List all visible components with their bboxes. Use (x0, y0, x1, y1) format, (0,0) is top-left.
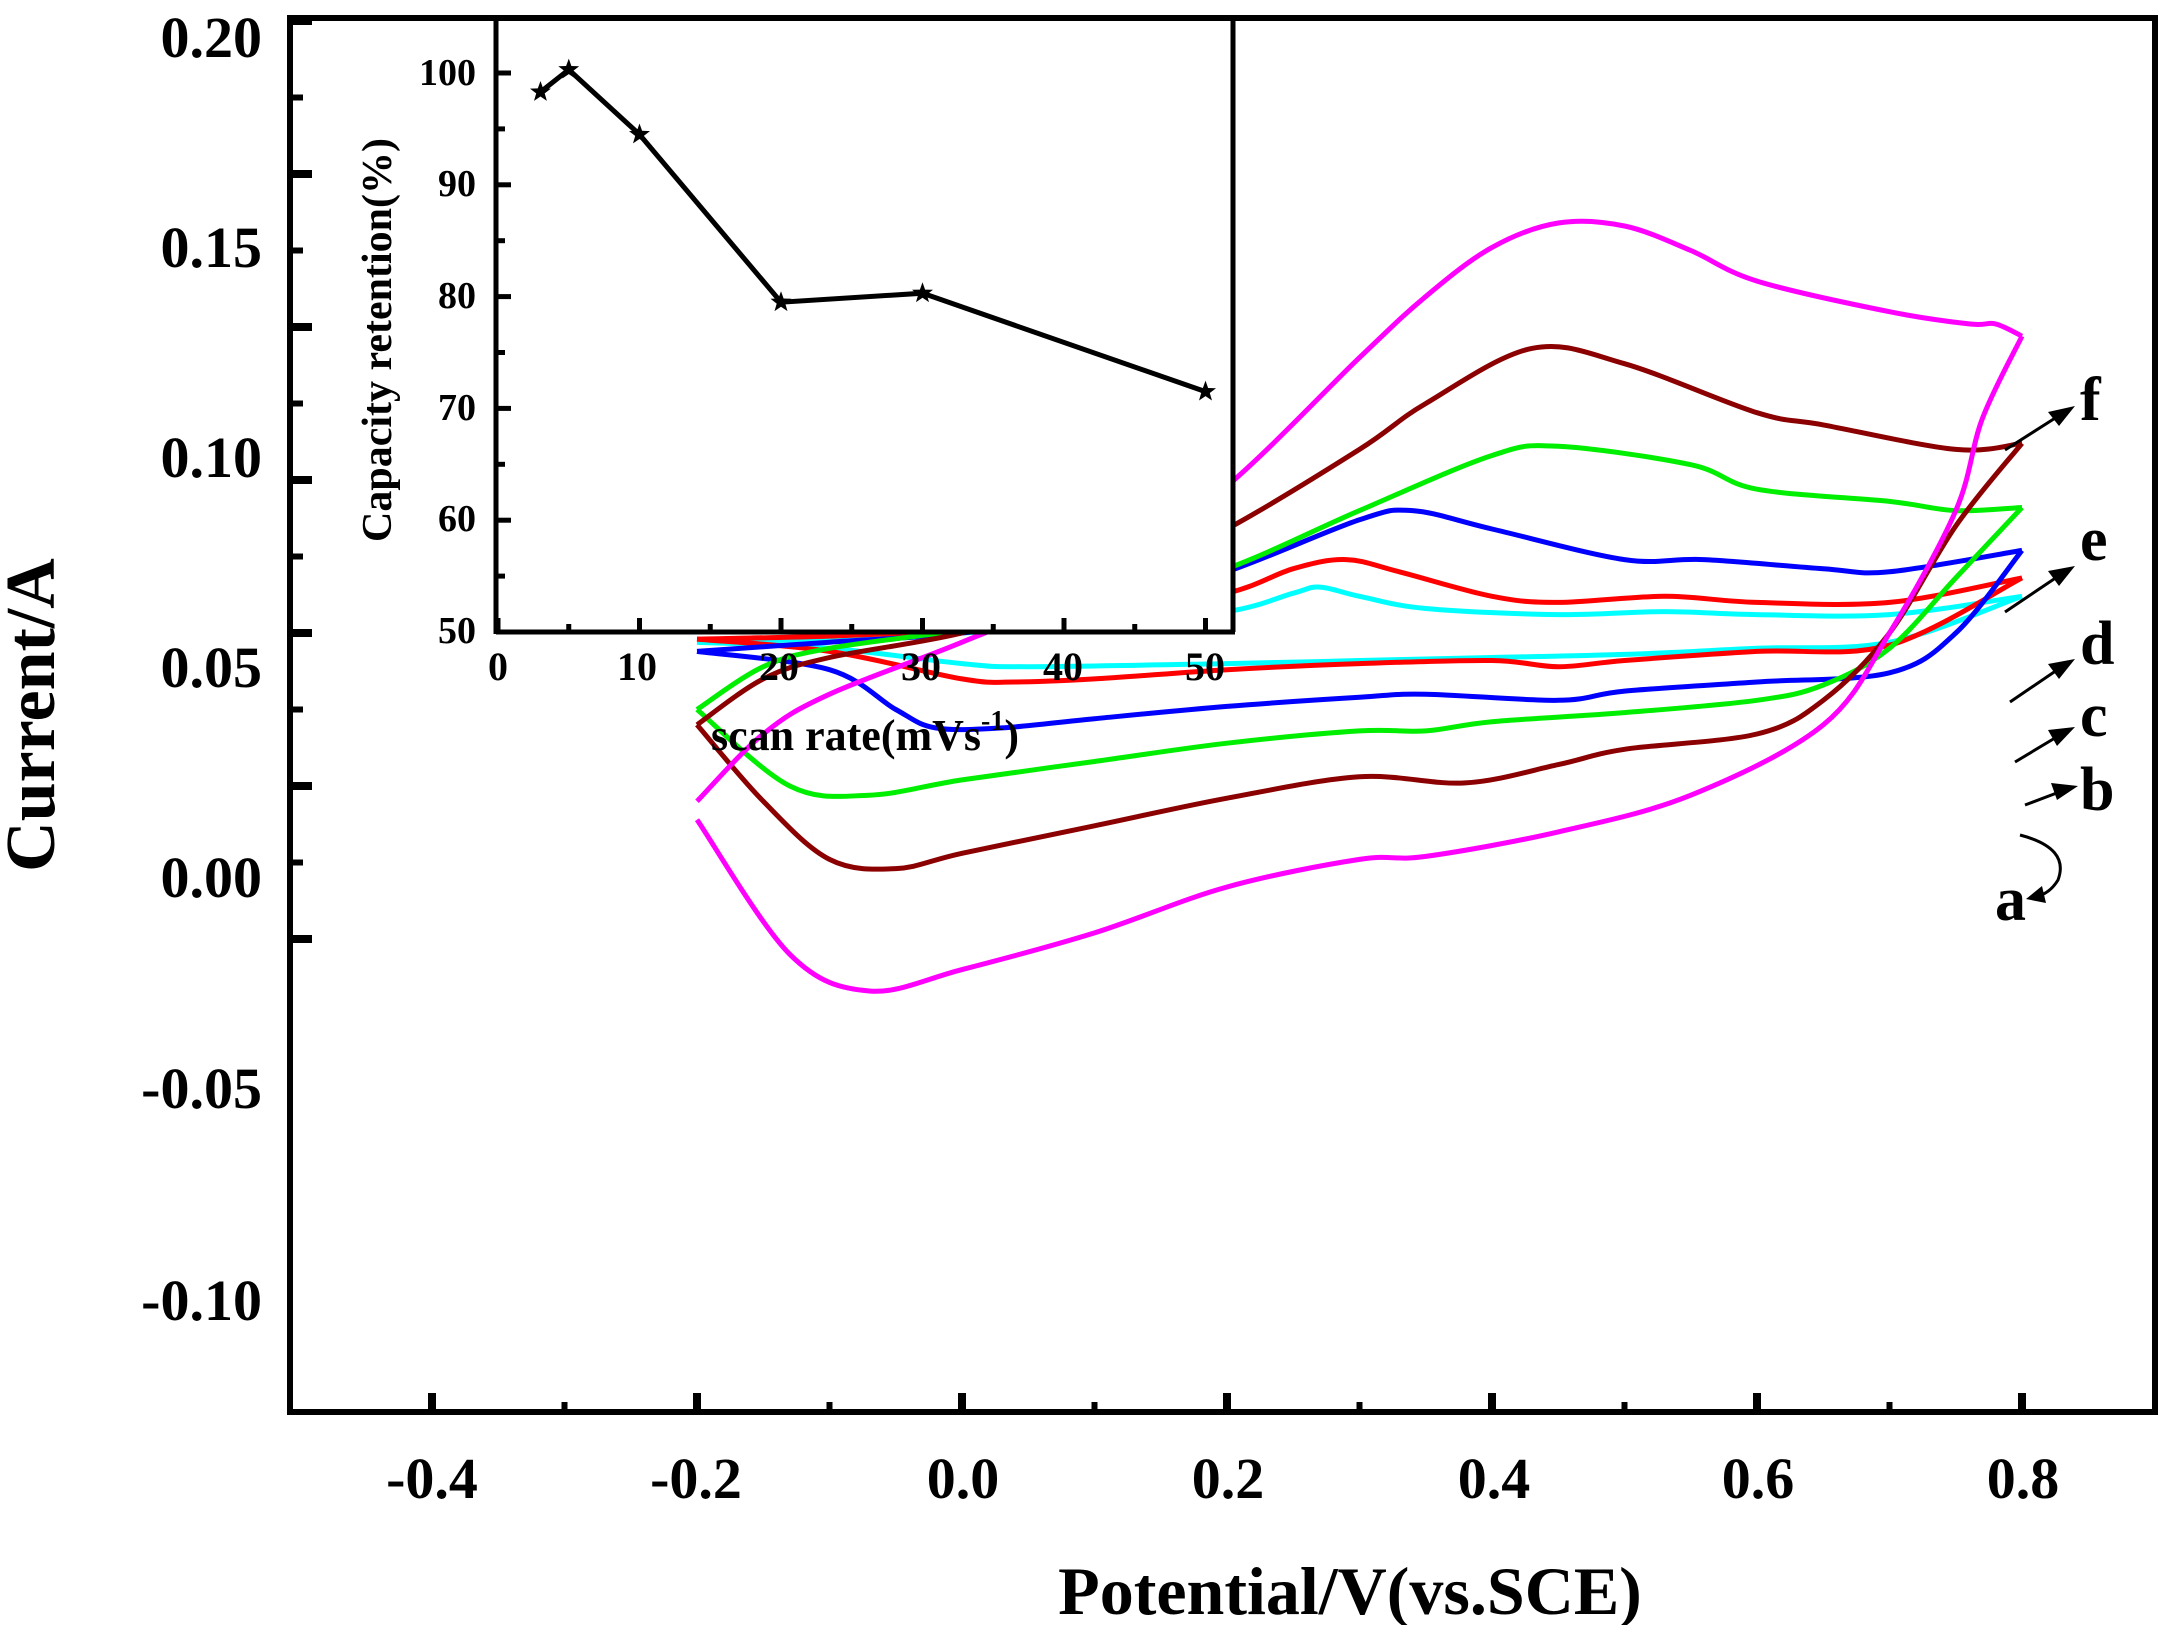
main-x-tick-labels: -0.4 -0.2 0.0 0.2 0.4 0.6 0.8 (386, 1446, 2059, 1511)
inset-y-tick-label: 50 (438, 610, 476, 652)
inset-x-tick-label: 10 (617, 644, 657, 689)
inset-star-marker (770, 291, 792, 312)
main-x-tick-label: 0.4 (1458, 1446, 1531, 1511)
inset-y-tick-label: 60 (438, 498, 476, 540)
inset-background (496, 22, 1232, 632)
main-y-tick-label: 0.10 (161, 425, 263, 490)
inset-x-tick-label: 20 (759, 644, 799, 689)
inset-star-marker (912, 282, 933, 303)
curve-label-f: f (2080, 366, 2102, 434)
inset-data (530, 58, 1216, 401)
inset-x-axis-title-end: ) (1004, 711, 1019, 760)
inset-y-ticks (496, 70, 511, 635)
main-x-tick-label: -0.2 (650, 1446, 742, 1511)
inset-x-tick-label: 50 (1185, 644, 1225, 689)
curve-label-b: b (2080, 756, 2114, 824)
main-x-tick-label: 0.2 (1192, 1446, 1265, 1511)
main-y-tick-label: -0.10 (141, 1268, 262, 1333)
curve-label-e: e (2080, 506, 2108, 574)
cv-curve-a-cathodic (696, 593, 2023, 670)
main-plot-frame (287, 15, 2158, 1415)
arrow-d (2009, 666, 2061, 704)
inset-x-tick-label: 40 (1043, 644, 1083, 689)
main-y-ticks (290, 17, 312, 943)
arrowhead-d (2048, 659, 2075, 679)
arrowhead-a (2026, 886, 2046, 903)
inset-x-axis-title-sup: -1 (981, 706, 1004, 737)
inset-star-marker (530, 81, 551, 101)
inset-x-axis-title: scan rate(mVs-1) (711, 706, 1019, 760)
inset-star-marker (558, 58, 580, 79)
cv-curve-f-cathodic (694, 335, 2025, 994)
curve-labels (2004, 406, 2078, 903)
main-x-tick-label: 0.6 (1722, 1446, 1795, 1511)
cv-curve-e-anodic (695, 343, 2023, 727)
arrow-f (2004, 413, 2061, 452)
main-x-ticks (428, 1393, 2026, 1412)
curve-label-a: a (1995, 866, 2026, 934)
inset-x-ticks (495, 618, 1208, 632)
inset-y-tick-label: 70 (438, 387, 476, 429)
inset-x-tick-labels: 0 10 20 30 40 50 (488, 644, 1225, 689)
cv-curve-f-anodic (695, 218, 2024, 804)
inset-y-tick-label: 90 (438, 163, 476, 205)
main-y-tick-label: 0.05 (161, 635, 263, 700)
main-y-tick-label: -0.05 (141, 1056, 262, 1121)
main-y-axis-title: Current/A (0, 558, 70, 872)
cv-curve-e-cathodic (695, 441, 2024, 872)
main-y-tick-label: 0.00 (161, 845, 263, 910)
arrowhead-c (2048, 727, 2075, 746)
main-x-tick-label: 0.0 (927, 1446, 1000, 1511)
inset-x-tick-label: 0 (488, 644, 508, 689)
arrow-a (2019, 833, 2062, 898)
inset-y-tick-labels: 50 60 70 80 90 100 (419, 52, 476, 652)
inset-x-axis-title-main: scan rate(mVs (711, 711, 981, 760)
inset-star-marker (1195, 380, 1216, 401)
curve-label-d: d (2080, 610, 2114, 678)
arrowhead-f (2048, 406, 2075, 426)
main-x-tick-label: 0.8 (1987, 1446, 2060, 1511)
cv-curve-d-anodic (695, 443, 2023, 712)
arrow-e (2004, 573, 2061, 614)
inset-chart: 0 10 20 30 40 50 50 60 70 80 90 100 scan… (355, 18, 1236, 760)
curve-label-c: c (2080, 682, 2108, 750)
main-x-tick-label: -0.4 (386, 1446, 478, 1511)
inset-y-tick-label: 100 (419, 52, 476, 94)
main-x-axis-title: Potential/V(vs.SCE) (1058, 1553, 1642, 1625)
main-y-tick-labels: -0.10 -0.05 0.00 0.05 0.10 0.15 0.20 (141, 5, 262, 1333)
main-y-tick-label: 0.20 (161, 5, 263, 70)
main-chart: -0.4 -0.2 0.0 0.2 0.4 0.6 0.8 -0.10 -0.0… (0, 5, 2158, 1625)
arrowhead-b (2051, 783, 2078, 800)
cv-curve-b-cathodic (696, 575, 2024, 685)
arrowhead-e (2048, 566, 2075, 586)
arrow-c (2014, 733, 2061, 764)
inset-x-tick-label: 30 (901, 644, 941, 689)
inset-y-axis-title: Capacity retention(%) (355, 138, 401, 542)
main-y-tick-label: 0.15 (161, 215, 263, 280)
inset-y-tick-label: 80 (438, 275, 476, 317)
inset-star-marker (629, 123, 650, 144)
